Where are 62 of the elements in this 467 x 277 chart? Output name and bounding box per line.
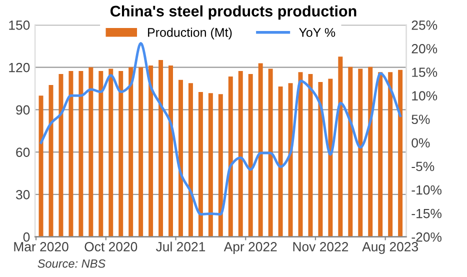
bar — [378, 72, 383, 237]
bar — [318, 82, 323, 237]
bar — [198, 92, 203, 237]
y2-tick-label: -15% — [412, 208, 442, 218]
y2-tick-label: -20% — [412, 232, 442, 242]
bar — [68, 70, 74, 237]
legend-label: Production (Mt) — [148, 28, 232, 40]
x-tick-label: Nov 2022 — [293, 242, 348, 252]
bar — [328, 78, 333, 237]
bar — [48, 84, 54, 237]
bar — [278, 86, 283, 237]
bar — [148, 65, 154, 237]
y-tick-label: 60 — [16, 148, 30, 157]
y-tick-label: 90 — [16, 105, 30, 115]
y2-tick-label: 15% — [412, 68, 438, 77]
x-tick-label: Jul 2021 — [156, 242, 206, 252]
bar — [78, 70, 84, 237]
bar — [338, 56, 343, 237]
bar — [288, 83, 293, 237]
bar — [388, 72, 393, 237]
y-tick-label: 120 — [9, 62, 30, 72]
bar — [268, 68, 273, 237]
bar — [58, 74, 64, 237]
chart-title: China's steel products production — [110, 5, 356, 20]
y2-tick-label: 20% — [412, 44, 438, 54]
x-tick-label: Aug 2023 — [362, 242, 418, 254]
bar — [38, 96, 44, 237]
bar — [218, 94, 223, 237]
x-tick-label: Mar 2020 — [14, 242, 68, 252]
bar — [348, 66, 353, 237]
y-tick-label: 150 — [9, 20, 30, 30]
bar — [208, 93, 213, 237]
bar — [168, 65, 173, 237]
bar — [358, 68, 363, 237]
bar — [138, 67, 144, 237]
bar — [238, 70, 243, 237]
bar — [118, 70, 124, 237]
x-tick-label: Oct 2020 — [84, 242, 138, 252]
y2-tick-label: 10% — [412, 91, 438, 100]
bar — [258, 63, 263, 237]
bar — [188, 83, 193, 237]
y2-tick-label: 0% — [412, 138, 430, 148]
legend-label: YoY % — [298, 28, 336, 37]
bar — [248, 74, 253, 237]
bar — [228, 76, 233, 237]
y2-tick-label: 5% — [412, 114, 430, 124]
bar — [178, 80, 183, 237]
bar — [128, 67, 134, 237]
y2-tick-label: -5% — [412, 162, 434, 172]
bar — [368, 66, 373, 237]
bar — [398, 70, 403, 237]
bar — [108, 68, 114, 237]
bar — [88, 67, 94, 237]
x-tick-label: Apr 2022 — [224, 242, 277, 254]
y2-tick-label: -10% — [412, 185, 442, 195]
bar — [158, 60, 164, 237]
bar — [308, 74, 313, 237]
y-tick-label: 0 — [23, 232, 30, 242]
bar — [98, 70, 104, 237]
y2-tick-label: 25% — [412, 20, 438, 30]
y-tick-label: 30 — [16, 190, 30, 200]
source-note: Source: NBS — [38, 259, 106, 268]
